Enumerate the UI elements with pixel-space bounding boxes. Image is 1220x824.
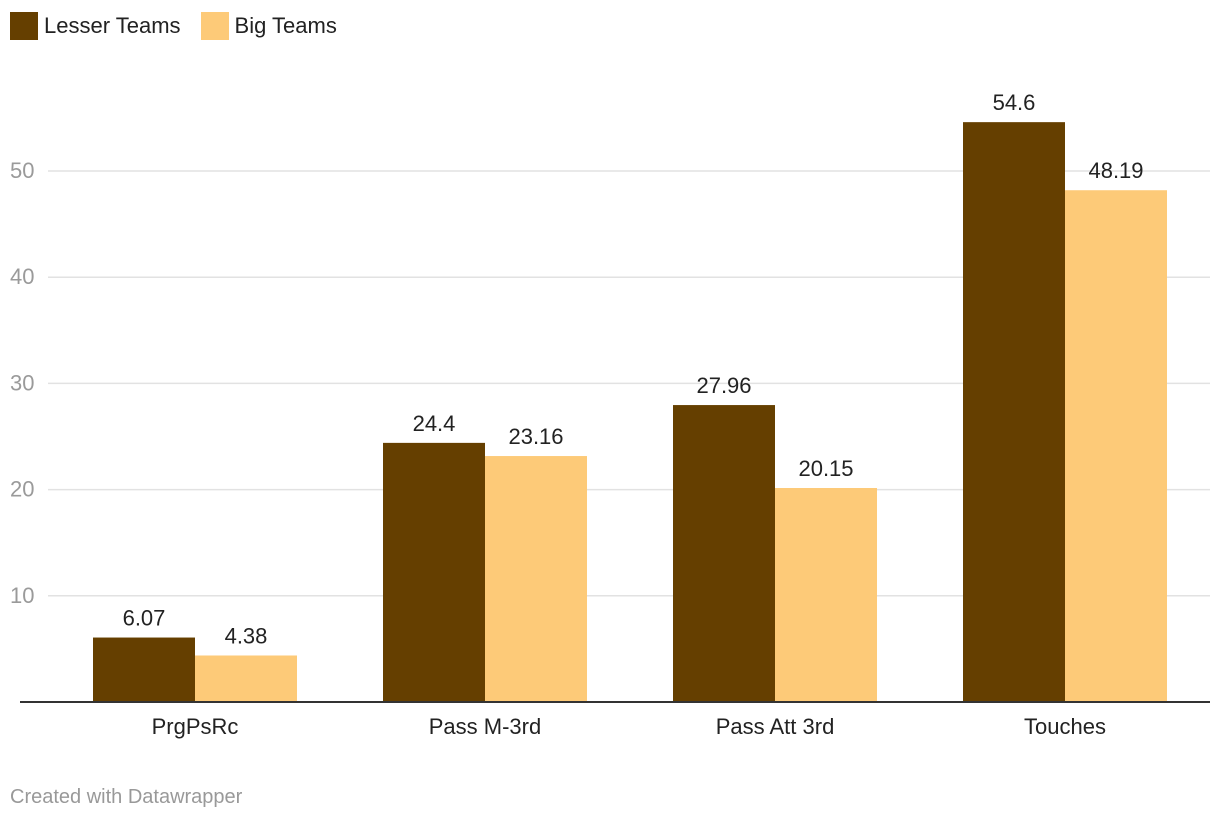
legend-item-lesser-teams: Lesser Teams <box>10 12 181 40</box>
bar-prgpsrc-big-teams <box>195 655 297 702</box>
value-label-1-0: 24.4 <box>413 411 456 436</box>
x-tick-label-0: PrgPsRc <box>152 714 239 739</box>
bar-pass-att-3rd-big-teams <box>775 488 877 702</box>
value-label-2-0: 27.96 <box>696 373 751 398</box>
x-tick-label-1: Pass M-3rd <box>429 714 541 739</box>
bar-touches-big-teams <box>1065 190 1167 702</box>
x-tick-label-3: Touches <box>1024 714 1106 739</box>
x-axis: PrgPsRc Pass M-3rd Pass Att 3rd Touches <box>20 701 1210 739</box>
value-label-3-0: 54.6 <box>993 90 1036 115</box>
y-tick-label-10: 10 <box>10 583 34 608</box>
legend-swatch-lesser-teams <box>10 12 38 40</box>
y-tick-label-30: 30 <box>10 370 34 395</box>
y-tick-label-20: 20 <box>10 477 34 502</box>
legend-swatch-big-teams <box>200 12 229 40</box>
legend-label-big-teams: Big Teams <box>234 13 337 38</box>
x-tick-label-2: Pass Att 3rd <box>716 714 835 739</box>
y-tick-label-40: 40 <box>10 264 34 289</box>
footer-credit: Created with Datawrapper <box>10 786 243 808</box>
bar-pass-m-3rd-big-teams <box>485 456 587 702</box>
legend-item-big-teams: Big Teams <box>200 12 337 40</box>
value-label-3-1: 48.19 <box>1088 158 1143 183</box>
y-tick-label-50: 50 <box>10 158 34 183</box>
value-label-1-1: 23.16 <box>508 424 563 449</box>
value-label-0-0: 6.07 <box>123 606 166 631</box>
value-label-0-1: 4.38 <box>225 623 268 648</box>
bar-prgpsrc-lesser-teams <box>93 637 195 702</box>
legend-label-lesser-teams: Lesser Teams <box>44 13 181 38</box>
value-label-2-1: 20.15 <box>798 456 853 481</box>
value-labels: 6.07 4.38 24.4 23.16 27.96 20.15 54.6 48.19 <box>123 90 1144 648</box>
bars <box>93 122 1167 702</box>
bar-chart: 10 20 30 40 50 6.07 4.38 24.4 23.16 27.96 20.15 54… <box>10 90 1210 739</box>
bar-pass-att-3rd-lesser-teams <box>673 405 775 702</box>
bar-touches-lesser-teams <box>963 122 1065 702</box>
bar-pass-m-3rd-lesser-teams <box>383 442 485 702</box>
legend: Lesser Teams Big Teams <box>10 12 337 40</box>
